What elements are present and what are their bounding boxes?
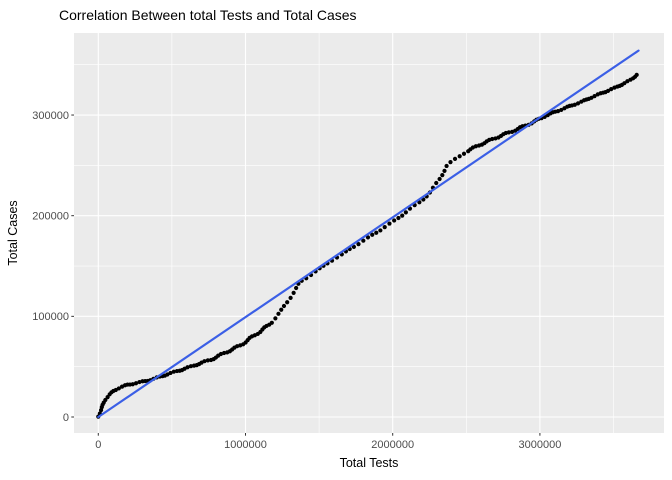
x-tick-label: 3000000 — [518, 439, 561, 451]
y-tick-label: 100000 — [32, 311, 69, 323]
x-tick-label: 1000000 — [224, 439, 267, 451]
y-axis-title: Total Cases — [6, 200, 20, 265]
y-tick-label: 0 — [63, 412, 69, 424]
axis-tick-marks — [71, 114, 541, 436]
scatter-points — [96, 72, 639, 419]
x-axis-title: Total Tests — [340, 456, 399, 470]
y-tick-label: 300000 — [32, 110, 69, 122]
y-tick-label: 200000 — [32, 210, 69, 222]
chart-title: Correlation Between total Tests and Tota… — [59, 7, 357, 23]
major-gridlines — [74, 33, 664, 433]
axis-tick-labels: 0 1000000 2000000 3000000 0 100000 200000 30000… — [32, 110, 561, 451]
regression-line — [97, 49, 640, 419]
minor-gridlines — [74, 33, 664, 433]
x-tick-label: 0 — [95, 439, 101, 451]
x-tick-label: 2000000 — [371, 439, 414, 451]
